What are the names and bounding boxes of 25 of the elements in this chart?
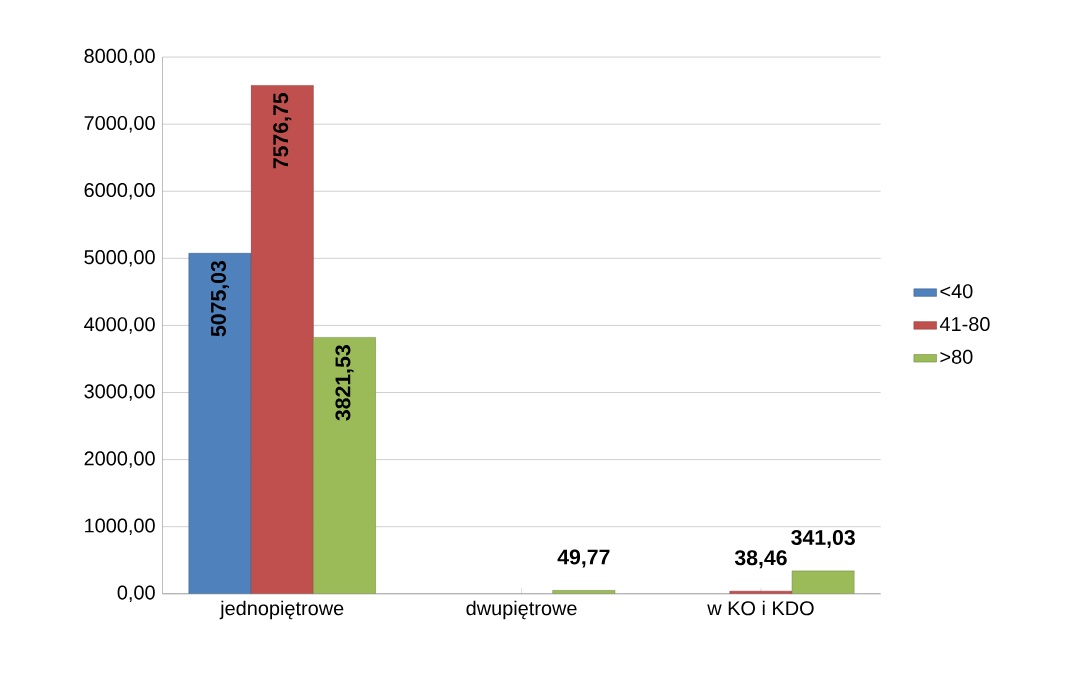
y-tick-label: 7000,00: [84, 115, 155, 133]
y-tick-label: 2000,00: [84, 451, 155, 468]
y-tick-label: 6000,00: [84, 183, 155, 200]
data-label: 38,46: [734, 550, 787, 569]
y-tick-label: 1000,00: [85, 518, 155, 535]
y-tick-label: 4000,00: [84, 317, 155, 334]
data-label: 7576,75: [273, 93, 292, 169]
x-tick-label: w KO i KDO: [707, 600, 814, 616]
data-label: 341,03: [791, 529, 855, 549]
bar: [250, 85, 314, 594]
bar: [791, 570, 855, 594]
y-tick-label: 3000,00: [84, 384, 155, 401]
y-tick-label: 0,00: [117, 585, 155, 603]
data-label: 3821,53: [335, 345, 354, 421]
x-tick-label: jednopiętrowe: [219, 600, 344, 620]
y-tick-label: 8000,00: [84, 48, 155, 66]
bar: [188, 253, 252, 594]
data-label: 5075,03: [210, 261, 230, 337]
legend-label: <40: [940, 284, 973, 299]
legend-label: 41-80: [939, 317, 990, 332]
y-tick-label: 5000,00: [84, 250, 155, 267]
x-tick-label: dwupiętrowe: [466, 600, 577, 620]
data-label: 49,77: [557, 549, 610, 568]
bar: [313, 337, 376, 594]
legend-label: >80: [940, 349, 973, 364]
